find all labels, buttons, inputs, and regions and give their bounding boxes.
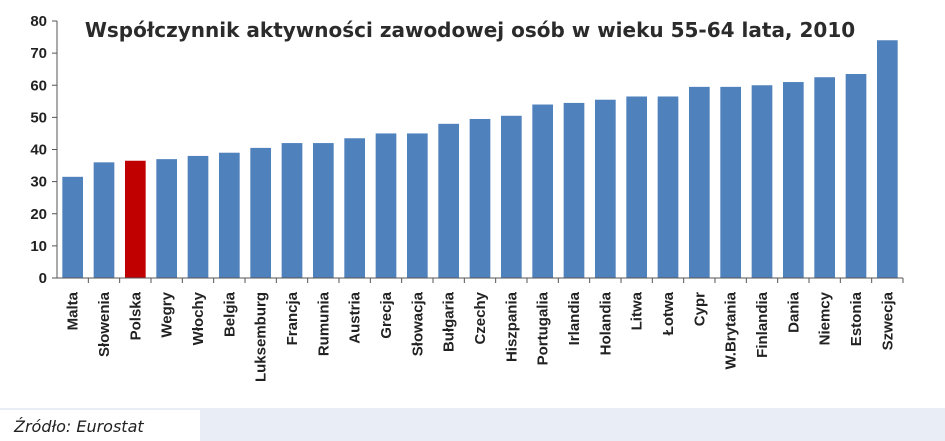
y-tick-label: 10 xyxy=(30,238,47,255)
y-tick-label: 30 xyxy=(30,174,47,191)
source-box: Źródło: Eurostat xyxy=(0,410,200,441)
x-tick-label: Czechy xyxy=(472,291,489,344)
x-tick-label: Cypr xyxy=(691,292,708,326)
bar-21 xyxy=(720,86,742,278)
bar-19 xyxy=(657,96,679,279)
x-tick-label: Austria xyxy=(347,291,364,343)
bar-14 xyxy=(500,115,522,279)
chart-frame: Współczynnik aktywności zawodowej osób w… xyxy=(0,0,945,408)
bar-8 xyxy=(312,143,334,278)
chart-title: Współczynnik aktywności zawodowej osób w… xyxy=(85,18,855,42)
bar-12 xyxy=(438,123,460,278)
bar-15 xyxy=(532,104,554,279)
y-axis: 0 10 20 30 40 50 60 70 80 xyxy=(30,13,58,287)
x-tick-label: Wegry xyxy=(159,291,176,337)
bar-17 xyxy=(594,99,616,279)
x-tick-label: Litwa xyxy=(629,291,646,330)
x-axis: Malta Słowenia Polska Wegry Włochy Belgia Luks… xyxy=(57,277,904,382)
x-tick-label: Rumunia xyxy=(315,291,332,356)
bar-23 xyxy=(782,82,804,278)
bars-group xyxy=(62,40,898,279)
bar-9 xyxy=(344,138,366,278)
x-tick-label: Finlandia xyxy=(754,291,771,357)
bar-18 xyxy=(626,96,648,279)
x-tick-label: Luksemburg xyxy=(253,292,270,382)
bar-20 xyxy=(688,86,710,278)
y-tick-label: 60 xyxy=(30,77,47,94)
y-tick-label: 50 xyxy=(30,109,47,126)
y-tick-label: 40 xyxy=(30,142,47,159)
x-tick-label: Polska xyxy=(127,291,144,340)
x-tick-label: Dania xyxy=(785,291,802,333)
bar-24 xyxy=(814,77,836,278)
x-tick-label: Niemcy xyxy=(817,291,834,345)
bar-chart: Współczynnik aktywności zawodowej osób w… xyxy=(30,13,904,382)
x-tick-label: Belgia xyxy=(221,291,238,337)
x-tick-label: Estonia xyxy=(848,291,865,346)
bar-25 xyxy=(845,74,867,278)
bar-7 xyxy=(281,143,303,278)
x-tick-label: Szwecja xyxy=(879,291,896,350)
bar-1 xyxy=(93,162,115,278)
bar-5 xyxy=(218,152,240,278)
bar-13 xyxy=(469,118,491,278)
source-text: Źródło: Eurostat xyxy=(14,417,144,436)
bar-6 xyxy=(250,147,272,278)
x-tick-label: Słowenia xyxy=(96,291,113,357)
x-tick-label: Łotwa xyxy=(660,291,677,335)
x-tick-label: Słowacja xyxy=(409,291,426,356)
bar-22 xyxy=(751,85,773,278)
y-tick-label: 20 xyxy=(30,206,47,223)
x-tick-label: Malta xyxy=(65,291,82,330)
x-tick-label: Włochy xyxy=(190,291,207,345)
bar-0 xyxy=(62,176,84,278)
x-tick-label: Irlandia xyxy=(566,291,583,345)
y-tick-label: 80 xyxy=(30,13,47,30)
y-tick-label: 0 xyxy=(39,270,47,287)
bar-16 xyxy=(563,102,585,278)
x-tick-label: Hiszpania xyxy=(503,291,520,362)
y-tick-label: 70 xyxy=(30,45,47,62)
bar-2 xyxy=(124,160,146,278)
x-tick-label: Bułgaria xyxy=(441,291,458,352)
x-tick-label: W.Brytania xyxy=(723,291,740,369)
bar-10 xyxy=(375,133,397,278)
bar-26 xyxy=(876,40,898,278)
bar-3 xyxy=(156,159,178,278)
bar-4 xyxy=(187,155,209,278)
x-tick-label: Portugalia xyxy=(535,291,552,365)
x-tick-label: Holandia xyxy=(597,291,614,355)
x-tick-label: Grecja xyxy=(378,291,395,338)
x-tick-label: Francja xyxy=(284,291,301,345)
bar-11 xyxy=(406,133,428,278)
